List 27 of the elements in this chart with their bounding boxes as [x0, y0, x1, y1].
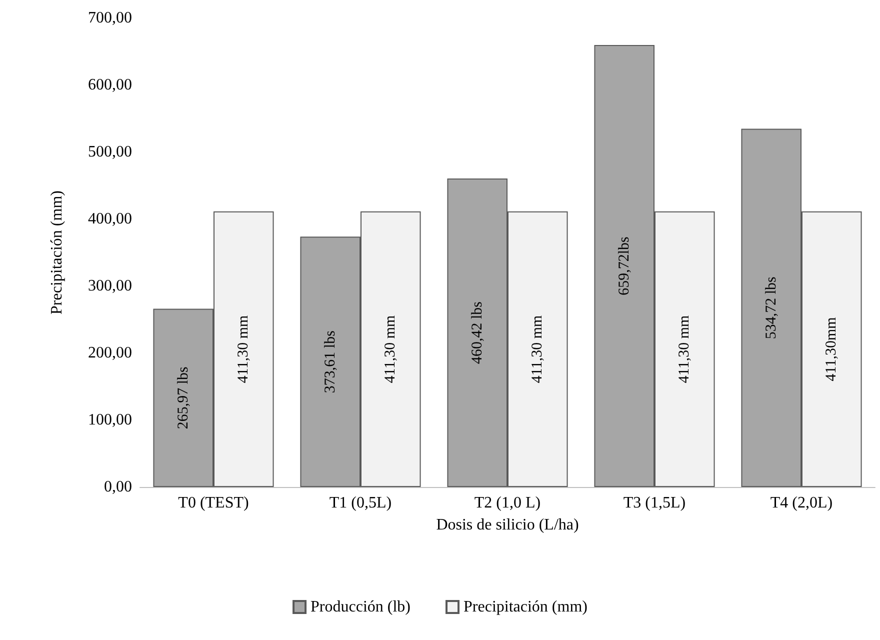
data-label: 265,97 lbs [175, 366, 192, 430]
legend-label: Producción (lb) [310, 598, 411, 616]
x-tick-label: T0 (TEST) [178, 494, 249, 512]
y-axis-title: Precipitación (mm) [48, 190, 66, 314]
x-tick-label: T3 (1,5L) [623, 494, 686, 512]
data-label: 534,72 lbs [763, 276, 780, 340]
x-tick-label: T2 (1,0 L) [474, 494, 541, 512]
data-label: 411,30 mm [236, 314, 252, 384]
y-tick-label: 300,00 [88, 278, 132, 294]
x-tick-label: T1 (0,5L) [329, 494, 392, 512]
y-tick-label: 0,00 [104, 478, 132, 496]
data-label: 411,30 mm [676, 314, 693, 384]
data-label: 411,30 mm [382, 314, 399, 384]
y-tick-label: 400,00 [88, 210, 132, 228]
y-tick-label: 500,00 [88, 144, 132, 160]
y-tick-label: 700,00 [88, 10, 132, 26]
legend-label: Precipitación (mm) [464, 598, 588, 616]
x-tick-label: T4 (2,0L) [770, 494, 833, 512]
y-tick-label: 600,00 [88, 76, 132, 94]
x-axis-title: Dosis de silicio (L/ha) [436, 516, 579, 534]
data-label: 659,72lbs [616, 236, 632, 296]
data-label: 460,42 lbs [469, 301, 486, 364]
data-label: 411,30 mm [530, 314, 546, 384]
data-label: 411,30mm [824, 316, 840, 382]
y-tick-label: 100,00 [88, 412, 132, 428]
y-tick-label: 200,00 [88, 344, 132, 362]
data-label: 373,61 lbs [322, 330, 338, 394]
